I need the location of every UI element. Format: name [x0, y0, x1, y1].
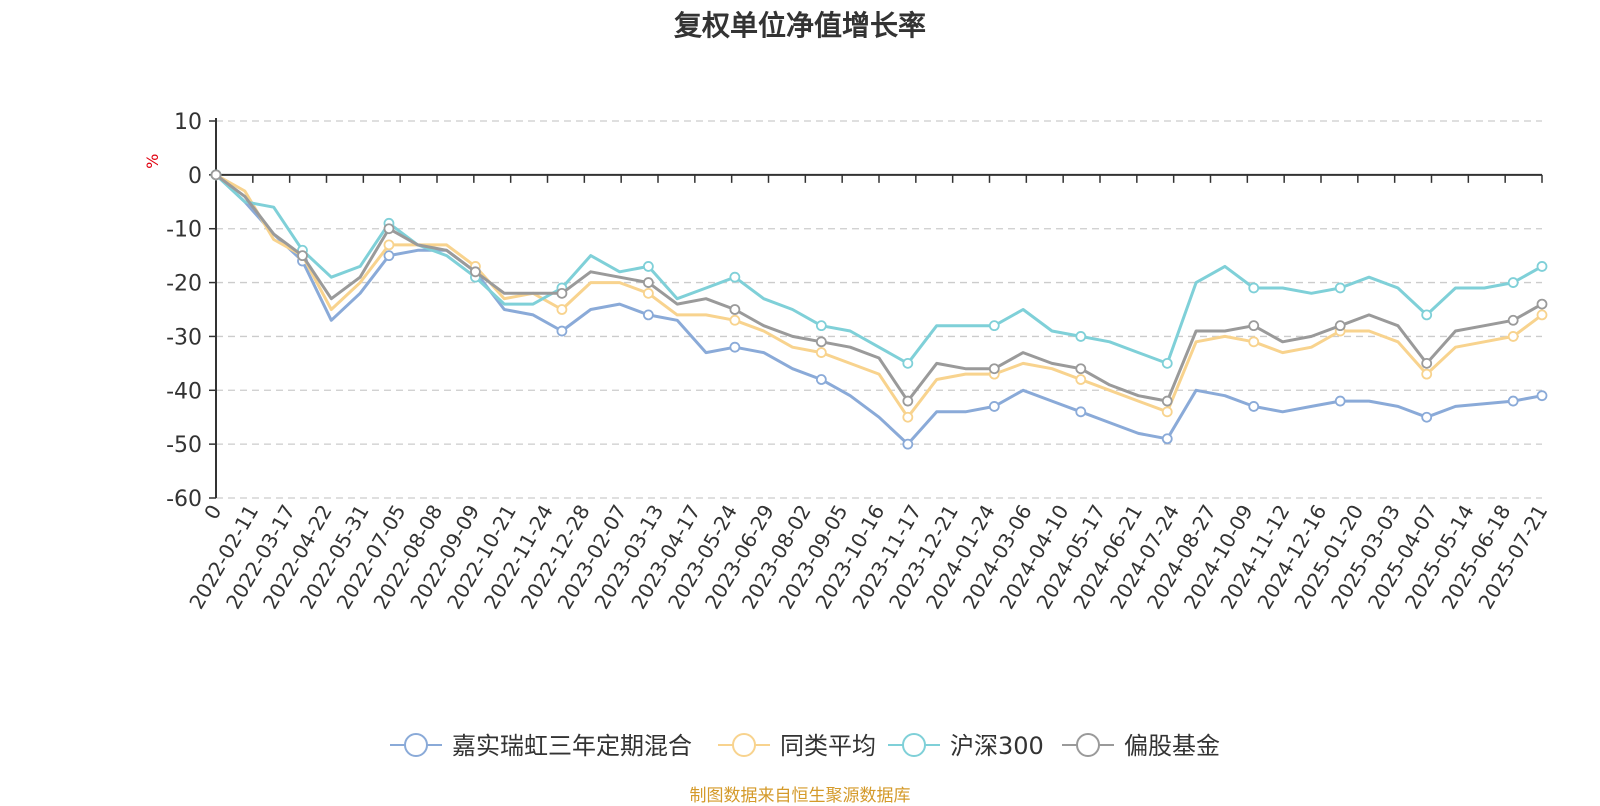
- series-marker: [1161, 395, 1173, 407]
- legend-marker: [1076, 733, 1100, 757]
- series-marker: [1421, 357, 1433, 369]
- series-marker: [1507, 314, 1519, 326]
- series-marker: [210, 169, 222, 181]
- series-marker: [470, 266, 481, 278]
- y-tick-label: -40: [166, 379, 202, 404]
- series-marker: [902, 357, 914, 369]
- series-marker: [988, 320, 1000, 332]
- series-marker: [1421, 309, 1433, 321]
- series-marker: [815, 374, 827, 385]
- series-marker: [815, 336, 827, 348]
- series-lines: [210, 169, 1548, 450]
- data-source-note: 制图数据来自恒生聚源数据库: [689, 786, 911, 806]
- series-marker: [556, 287, 568, 299]
- series-marker: [1334, 395, 1346, 407]
- series-marker: [815, 320, 827, 332]
- series-marker: [1536, 261, 1548, 272]
- series-marker: [383, 239, 395, 251]
- series-marker: [1075, 363, 1087, 375]
- series-marker: [729, 304, 741, 315]
- legend-marker: [732, 733, 756, 757]
- y-tick-label: 0: [188, 164, 202, 189]
- gridlines: [216, 120, 1542, 499]
- series-marker: [642, 277, 654, 288]
- x-tick-label: 0: [199, 501, 226, 524]
- series-marker: [815, 347, 827, 358]
- series-marker: [642, 261, 654, 272]
- series-marker: [729, 271, 741, 283]
- y-tick-label: -10: [166, 218, 202, 243]
- series-marker: [1507, 331, 1519, 342]
- legend-label: 沪深300: [950, 732, 1044, 760]
- series-marker: [1536, 390, 1548, 402]
- series-marker: [1248, 320, 1260, 332]
- series-marker: [1248, 401, 1260, 412]
- series-marker: [1075, 374, 1087, 385]
- series-marker: [902, 395, 914, 407]
- series-marker: [642, 309, 654, 321]
- y-tick-label: -20: [166, 272, 202, 297]
- y-tick-label: 10: [174, 110, 202, 135]
- legend-marker: [902, 733, 926, 757]
- series-marker: [902, 411, 914, 423]
- series-marker: [642, 287, 654, 299]
- legend-marker: [404, 733, 428, 757]
- legend-label: 偏股基金: [1124, 732, 1220, 760]
- series-line: [214, 173, 1543, 446]
- series-line: [215, 173, 1543, 403]
- series-marker: [1536, 309, 1548, 321]
- series-marker: [1248, 282, 1260, 294]
- y-tick-label: -60: [166, 487, 202, 512]
- series-marker: [1248, 336, 1260, 348]
- series-marker: [1334, 282, 1346, 294]
- series-marker: [1075, 331, 1087, 342]
- series-marker: [383, 250, 395, 262]
- series-marker: [902, 438, 914, 450]
- series-line: [214, 173, 1543, 365]
- y-tick-label: -50: [166, 433, 202, 458]
- series-marker: [297, 250, 308, 262]
- series-marker: [1334, 320, 1346, 332]
- series-marker: [729, 314, 741, 326]
- series-marker: [1075, 406, 1087, 418]
- series-marker: [1536, 298, 1548, 310]
- series-marker: [1421, 411, 1433, 423]
- series-marker: [1161, 433, 1173, 445]
- chart-title: 复权单位净值增长率: [673, 9, 926, 42]
- y-tick-label: -30: [166, 325, 202, 350]
- y-axis-unit-label: %: [143, 154, 162, 169]
- legend-label: 同类平均: [780, 732, 876, 760]
- series-line: [215, 173, 1543, 419]
- legend: 嘉实瑞虹三年定期混合 同类平均 沪深300 偏股基金: [390, 732, 1220, 760]
- series-marker: [1507, 395, 1519, 407]
- series-marker: [988, 401, 1000, 412]
- series-marker: [383, 223, 395, 235]
- series-marker: [556, 325, 568, 337]
- legend-label: 嘉实瑞虹三年定期混合: [452, 732, 692, 760]
- series-marker: [1161, 357, 1173, 369]
- series-marker: [1421, 368, 1433, 380]
- series-marker: [556, 304, 568, 315]
- series-marker: [1161, 406, 1173, 418]
- series-marker: [1507, 277, 1519, 288]
- series-marker: [729, 341, 741, 353]
- series-marker: [988, 363, 1000, 375]
